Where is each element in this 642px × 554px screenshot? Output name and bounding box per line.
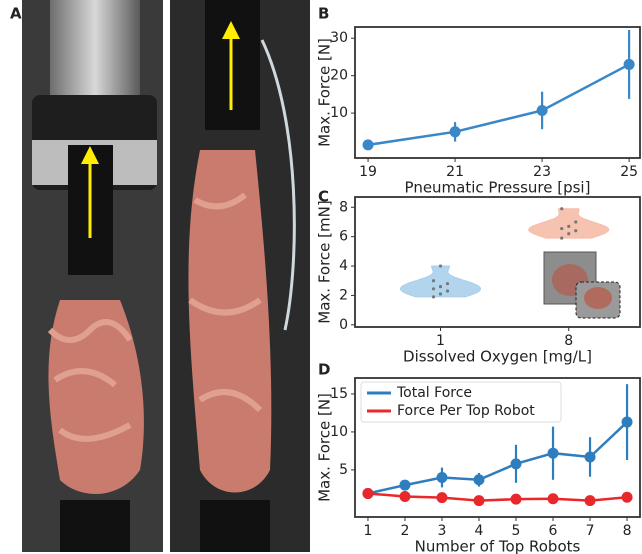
data-point [446,282,449,285]
data-point [446,289,449,292]
y-tick-label: 4 [339,258,348,274]
inset-photos [544,252,620,318]
y-tick-label: 8 [339,199,348,215]
point [399,491,410,502]
point [624,59,635,70]
legend: Total Force Force Per Top Robot [361,382,561,422]
x-tick-label: 1 [436,333,445,349]
data-point [439,264,442,267]
y-axis-label: Max. Force [N] [316,393,334,502]
panel-label: D [318,361,330,379]
point [450,126,461,137]
plot-frame [355,27,640,158]
x-tick-label: 7 [586,523,595,539]
data-point [574,220,577,223]
data-point [432,279,435,282]
series-line [368,64,629,144]
point [399,480,410,491]
legend-label: Total Force [396,385,472,401]
photo-left [22,0,163,552]
x-tick-label: 25 [620,164,638,180]
violin [401,266,481,297]
data-point [560,207,563,210]
y-tick-label: 6 [339,229,348,245]
x-tick-label: 8 [623,523,632,539]
y-tick-label: 0 [339,317,348,333]
point [473,495,484,506]
panel-label: A [10,5,22,23]
point [363,139,374,150]
x-tick-label: 8 [564,333,573,349]
point [548,493,559,504]
point [622,492,633,503]
x-axis-label: Number of Top Robots [415,538,581,554]
point [436,492,447,503]
point [548,448,559,459]
y-axis-label: Max. Force [mN] [316,200,334,323]
figure: A B10203019212325Max. Force [N]Pneumatic… [0,0,642,554]
y-tick-label: 5 [339,462,348,478]
x-axis-label: Pneumatic Pressure [psi] [405,179,591,197]
data-point [439,285,442,288]
data-point [567,232,570,235]
point [622,417,633,428]
point [537,105,548,116]
point [585,495,596,506]
data-point [560,237,563,240]
legend-label: Force Per Top Robot [397,403,535,419]
data-point [432,287,435,290]
x-tick-label: 19 [359,164,377,180]
panel-label: B [318,5,329,23]
point [362,488,373,499]
data-point [574,229,577,232]
point [436,472,447,483]
point [511,494,522,505]
point [473,474,484,485]
data-point [560,227,563,230]
point [585,451,596,462]
x-tick-label: 2 [401,523,410,539]
y-axis-label: Max. Force [N] [316,38,334,147]
photo-right [170,0,310,552]
data-point [432,295,435,298]
x-axis-label: Dissolved Oxygen [mg/L] [403,348,592,366]
y-tick-label: 2 [339,287,348,303]
x-tick-label: 1 [363,523,372,539]
data-point [439,292,442,295]
point [511,458,522,469]
data-point [567,225,570,228]
